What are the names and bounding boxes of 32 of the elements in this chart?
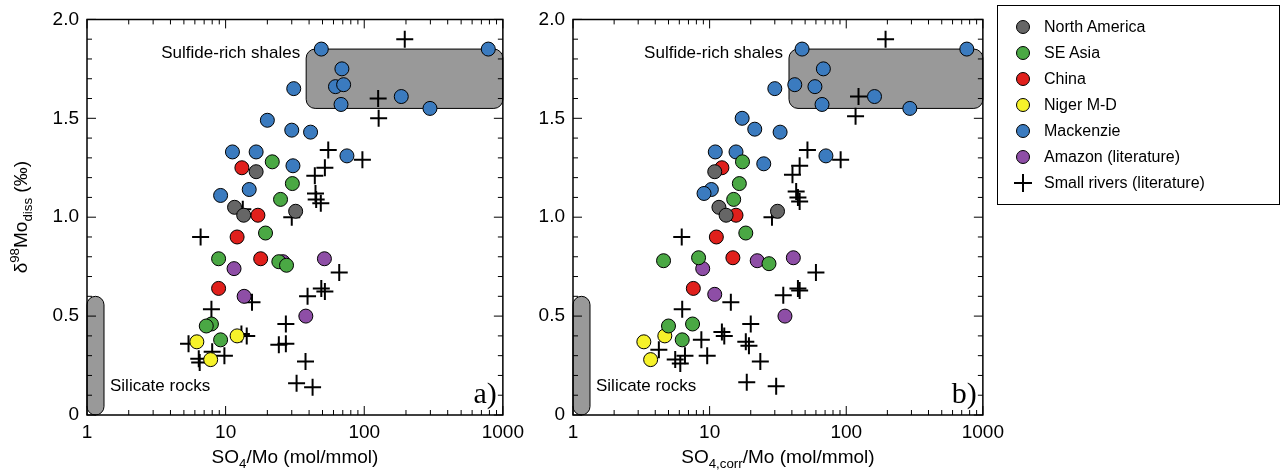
- x-tick-label: 10: [699, 420, 721, 442]
- legend-label: Niger M-D: [1044, 96, 1117, 114]
- band-label: Sulfide-rich shales: [644, 42, 783, 62]
- y-tick-label: 0: [68, 403, 79, 425]
- x-tick-label: 100: [348, 420, 381, 442]
- y-tick-label: 1.0: [538, 205, 565, 227]
- y-tick-label: 1.5: [538, 106, 565, 128]
- y-tick-label: 2.0: [52, 7, 79, 29]
- band-label: Silicate rocks: [596, 376, 697, 395]
- annotation: b): [951, 376, 977, 410]
- y-tick-label: 0.5: [52, 304, 79, 326]
- y-tick-label: 2.0: [538, 7, 565, 29]
- x-tick-label: 1: [81, 420, 93, 442]
- x-tick-label: 10: [215, 420, 237, 442]
- legend-label: North America: [1044, 18, 1146, 36]
- legend-label: Small rivers (literature): [1044, 174, 1205, 192]
- band-label: Sulfide-rich shales: [161, 42, 301, 62]
- y-tick-label: 1.5: [52, 106, 79, 128]
- y-tick-label: 1.0: [52, 205, 79, 227]
- x-tick-label: 1000: [481, 420, 525, 442]
- x-tick-label: 1000: [961, 420, 1005, 442]
- annotation: a): [473, 376, 497, 410]
- legend-label: Mackenzie: [1044, 122, 1121, 140]
- y-axis-title: δ98Modiss (‰): [7, 161, 35, 274]
- x-tick-label: 1: [567, 420, 579, 442]
- legend-label: SE Asia: [1044, 44, 1101, 62]
- y-tick-label: 0: [554, 403, 565, 425]
- band-label: Silicate rocks: [110, 376, 211, 395]
- y-tick-label: 0.5: [538, 304, 565, 326]
- legend-label: China: [1044, 70, 1086, 88]
- x-tick-label: 100: [830, 420, 863, 442]
- legend-label: Amazon (literature): [1044, 148, 1181, 166]
